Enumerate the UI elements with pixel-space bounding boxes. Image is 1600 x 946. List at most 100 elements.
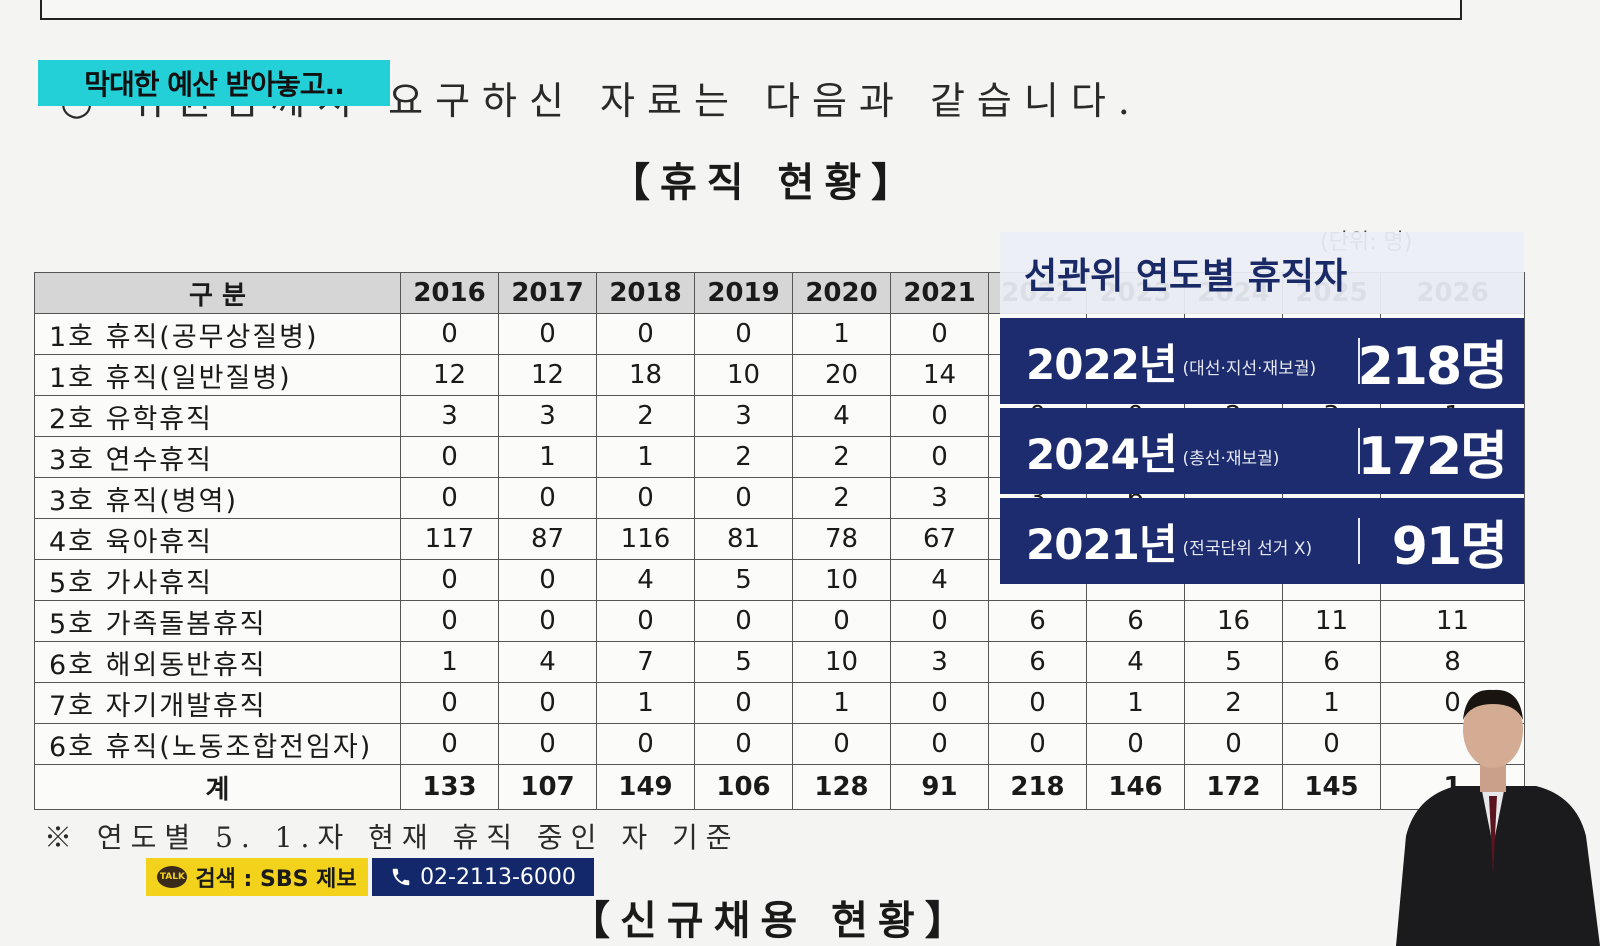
overlay-divider bbox=[1358, 518, 1360, 564]
total-cell: 91 bbox=[890, 764, 989, 810]
header-year: 2021 bbox=[890, 272, 989, 314]
header-year: 2017 bbox=[498, 272, 597, 314]
table-cell: 6 bbox=[1282, 641, 1381, 683]
tip-phone-badge: 02-2113-6000 bbox=[372, 858, 594, 896]
table-cell: 1 bbox=[792, 313, 891, 355]
table-footnote: ※ 연도별 5. 1.자 현재 휴직 중인 자 기준 bbox=[44, 821, 740, 854]
table-cell: 1 bbox=[1086, 682, 1185, 724]
table-cell: 0 bbox=[890, 436, 989, 478]
table-cell: 0 bbox=[400, 477, 499, 519]
overlay-note: (총선·재보궐) bbox=[1182, 448, 1280, 469]
table-cell: 0 bbox=[694, 313, 793, 355]
kakao-talk-icon: TALK bbox=[157, 866, 188, 888]
table-cell: 0 bbox=[498, 559, 597, 601]
row-label: 6호 해외동반휴직 bbox=[34, 641, 401, 683]
row-label: 5호 가족돌봄휴직 bbox=[34, 600, 401, 642]
header-year: 2016 bbox=[400, 272, 499, 314]
table-cell: 11 bbox=[1282, 600, 1381, 642]
table-cell: 0 bbox=[498, 723, 597, 765]
table-cell: 2 bbox=[1184, 682, 1283, 724]
table-row: 5호 가족돌봄휴직 0 0 0 0 0 0 6 6 16 11 11 bbox=[34, 600, 1525, 642]
table-cell: 0 bbox=[694, 723, 793, 765]
table-cell: 4 bbox=[498, 641, 597, 683]
table-cell: 1 bbox=[596, 436, 695, 478]
table-cell: 0 bbox=[792, 723, 891, 765]
top-document-box bbox=[40, 0, 1462, 20]
overlay-year: 2021년 bbox=[1026, 519, 1178, 569]
table-cell: 10 bbox=[792, 641, 891, 683]
overlay-note: (대선·지선·재보궐) bbox=[1182, 358, 1317, 379]
table-cell: 116 bbox=[596, 518, 695, 560]
table-cell: 4 bbox=[596, 559, 695, 601]
overlay-row-2021: 2021년 (전국단위 선거 X) 91명 bbox=[1000, 498, 1524, 584]
table-cell: 0 bbox=[596, 477, 695, 519]
table-cell: 3 bbox=[498, 395, 597, 437]
table-cell: 0 bbox=[988, 723, 1087, 765]
row-label: 1호 휴직(일반질병) bbox=[34, 354, 401, 396]
table-cell: 0 bbox=[694, 682, 793, 724]
table-cell: 1 bbox=[792, 682, 891, 724]
next-section-title: 【신규채용 현황】 bbox=[570, 897, 975, 944]
overlay-year: 2022년 bbox=[1026, 339, 1178, 389]
table-cell: 12 bbox=[400, 354, 499, 396]
total-cell: 133 bbox=[400, 764, 499, 810]
table-cell: 78 bbox=[792, 518, 891, 560]
table-row: 6호 휴직(노동조합전임자) 0 0 0 0 0 0 0 0 0 0 bbox=[34, 723, 1525, 765]
overlay-year: 2024년 bbox=[1026, 429, 1178, 479]
table-cell: 3 bbox=[694, 395, 793, 437]
leave-stats-overlay: 선관위 연도별 휴직자 2022년 (대선·지선·재보궐) 218명 2024년… bbox=[1000, 232, 1524, 584]
table-cell: 0 bbox=[596, 313, 695, 355]
row-label: 5호 가사휴직 bbox=[34, 559, 401, 601]
table-cell: 5 bbox=[694, 641, 793, 683]
overlay-divider bbox=[1358, 338, 1360, 384]
total-label: 계 bbox=[34, 764, 401, 810]
overlay-count: 172명 bbox=[1357, 426, 1508, 487]
overlay-row-2022: 2022년 (대선·지선·재보궐) 218명 bbox=[1000, 318, 1524, 404]
table-cell: 20 bbox=[792, 354, 891, 396]
table-cell: 0 bbox=[890, 682, 989, 724]
table-cell: 0 bbox=[890, 723, 989, 765]
table-cell: 10 bbox=[694, 354, 793, 396]
table-cell: 0 bbox=[400, 313, 499, 355]
total-cell: 128 bbox=[792, 764, 891, 810]
table-cell: 6 bbox=[988, 600, 1087, 642]
section-title: 【휴직 현황】 bbox=[610, 159, 922, 206]
table-cell: 1 bbox=[400, 641, 499, 683]
table-cell: 0 bbox=[694, 477, 793, 519]
table-cell: 0 bbox=[498, 477, 597, 519]
table-cell: 0 bbox=[400, 682, 499, 724]
total-cell: 218 bbox=[988, 764, 1087, 810]
overlay-divider bbox=[1358, 428, 1360, 474]
table-cell: 0 bbox=[890, 395, 989, 437]
row-label: 6호 휴직(노동조합전임자) bbox=[34, 723, 401, 765]
table-cell: 0 bbox=[596, 600, 695, 642]
table-cell: 0 bbox=[400, 600, 499, 642]
tip-search-text: 검색 : SBS 제보 bbox=[195, 867, 357, 892]
table-cell: 3 bbox=[400, 395, 499, 437]
table-cell: 1 bbox=[1282, 682, 1381, 724]
total-cell: 145 bbox=[1282, 764, 1381, 810]
table-cell: 3 bbox=[890, 477, 989, 519]
table-cell: 8 bbox=[1380, 641, 1525, 683]
phone-icon bbox=[392, 868, 410, 886]
table-cell: 0 bbox=[400, 559, 499, 601]
sign-language-interpreter bbox=[1396, 689, 1600, 946]
table-cell: 7 bbox=[596, 641, 695, 683]
table-cell: 6 bbox=[1086, 600, 1185, 642]
table-cell: 117 bbox=[400, 518, 499, 560]
table-cell: 0 bbox=[498, 600, 597, 642]
table-cell: 67 bbox=[890, 518, 989, 560]
table-cell: 0 bbox=[400, 723, 499, 765]
table-cell: 2 bbox=[792, 477, 891, 519]
total-cell: 172 bbox=[1184, 764, 1283, 810]
header-year: 2018 bbox=[596, 272, 695, 314]
total-cell: 149 bbox=[596, 764, 695, 810]
table-cell: 0 bbox=[498, 682, 597, 724]
table-cell: 0 bbox=[1086, 723, 1185, 765]
overlay-row-2024: 2024년 (총선·재보궐) 172명 bbox=[1000, 408, 1524, 494]
total-cell: 106 bbox=[694, 764, 793, 810]
table-cell: 87 bbox=[498, 518, 597, 560]
table-cell: 18 bbox=[596, 354, 695, 396]
row-label: 3호 연수휴직 bbox=[34, 436, 401, 478]
table-cell: 14 bbox=[890, 354, 989, 396]
